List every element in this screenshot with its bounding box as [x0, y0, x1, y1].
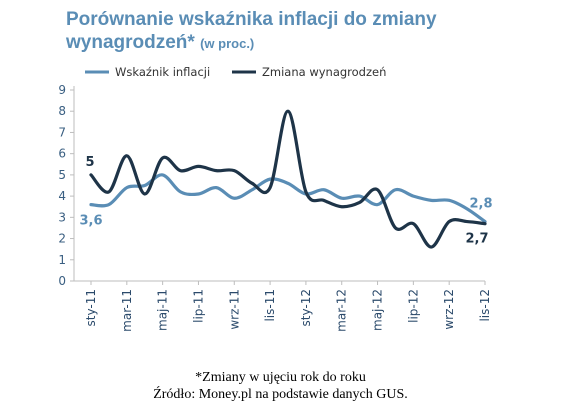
- data-label: 2,8: [469, 197, 492, 212]
- data-labels: 5 3,6 2,8 2,7: [79, 155, 492, 247]
- x-tick-label: mar-12: [335, 289, 349, 332]
- axes: 0 1 2 3 4 5 6 7 8 9 sty-11 mar-11 maj-11 lip-11 wrz-11…: [58, 83, 492, 332]
- legend-label: Zmiana wynagrodzeń: [262, 65, 386, 79]
- footnote: *Zmiany w ujęciu rok do roku: [195, 370, 366, 385]
- legend: Wskaźnik inflacji Zmiana wynagrodzeń: [85, 65, 386, 79]
- y-tick-label: 3: [58, 210, 66, 224]
- series-line-inflation: [89, 173, 487, 224]
- y-tick-label: 1: [58, 253, 66, 267]
- legend-label: Wskaźnik inflacji: [115, 65, 210, 79]
- x-tick-label: maj-11: [156, 289, 170, 331]
- y-tick-label: 7: [58, 125, 66, 139]
- x-tick-label: wrz-11: [227, 289, 241, 330]
- chart-title-unit: (w proc.): [200, 36, 255, 51]
- x-tick-label: lip-11: [191, 289, 205, 323]
- x-tick-label: sty-12: [299, 289, 313, 326]
- x-tick-label: wrz-12: [442, 289, 456, 330]
- series-layer: [89, 109, 487, 249]
- y-tick-label: 5: [58, 168, 66, 182]
- x-tick-label: mar-11: [120, 289, 134, 332]
- data-label: 2,7: [465, 232, 488, 247]
- y-tick-label: 0: [58, 274, 66, 288]
- x-tick-label: lis-12: [478, 289, 492, 322]
- line-chart: Wskaźnik inflacji Zmiana wynagrodzeń 0123…: [58, 65, 492, 332]
- y-tick-label: 2: [58, 232, 66, 246]
- x-tick-label: sty-11: [84, 289, 98, 326]
- chart-title-text: Porównanie wskaźnika inflacji do zmiany …: [66, 9, 437, 53]
- y-tick-label: 6: [58, 147, 66, 161]
- y-tick-label: 9: [58, 83, 66, 97]
- y-tick-label: 4: [58, 189, 66, 203]
- x-tick-label: maj-12: [371, 289, 385, 331]
- y-tick-label: 8: [58, 104, 66, 118]
- x-tick-label: lip-12: [406, 289, 420, 323]
- chart-title: Porównanie wskaźnika inflacji do zmiany …: [66, 8, 546, 55]
- data-label: 5: [85, 155, 94, 170]
- series-line-wages: [89, 109, 487, 249]
- x-tick-label: lis-11: [263, 289, 277, 322]
- data-label: 3,6: [79, 214, 102, 229]
- source-note: Źródło: Money.pl na podstawie danych GUS…: [153, 387, 408, 402]
